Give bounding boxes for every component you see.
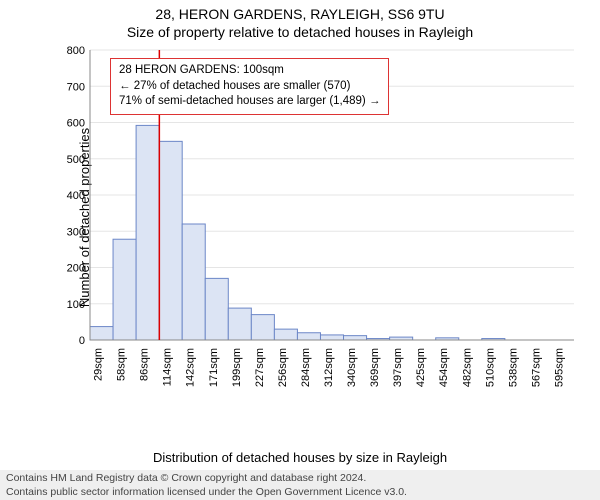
svg-text:595sqm: 595sqm xyxy=(553,348,565,387)
svg-text:0: 0 xyxy=(79,335,85,347)
svg-text:100: 100 xyxy=(67,299,85,311)
svg-text:300: 300 xyxy=(67,226,85,238)
svg-text:200: 200 xyxy=(67,263,85,275)
infobox-line-size: 28 HERON GARDENS: 100sqm xyxy=(119,63,380,79)
svg-text:312sqm: 312sqm xyxy=(323,348,335,387)
svg-text:482sqm: 482sqm xyxy=(461,348,473,387)
infobox-line-smaller: ← 27% of detached houses are smaller (57… xyxy=(119,79,380,95)
x-axis-label: Distribution of detached houses by size … xyxy=(0,450,600,465)
svg-text:397sqm: 397sqm xyxy=(392,348,404,387)
chart-subtitle: Size of property relative to detached ho… xyxy=(0,24,600,40)
svg-text:227sqm: 227sqm xyxy=(254,348,266,387)
svg-text:86sqm: 86sqm xyxy=(139,348,151,381)
svg-text:538sqm: 538sqm xyxy=(507,348,519,387)
svg-text:58sqm: 58sqm xyxy=(116,348,128,381)
marker-infobox: 28 HERON GARDENS: 100sqm ← 27% of detach… xyxy=(110,58,389,115)
footer-line2: Contains public sector information licen… xyxy=(6,486,594,500)
svg-text:510sqm: 510sqm xyxy=(484,348,496,387)
svg-text:425sqm: 425sqm xyxy=(415,348,427,387)
svg-text:114sqm: 114sqm xyxy=(162,348,174,386)
infobox-line-larger: 71% of semi-detached houses are larger (… xyxy=(119,94,380,110)
svg-text:284sqm: 284sqm xyxy=(300,348,312,387)
svg-text:369sqm: 369sqm xyxy=(369,348,381,387)
attribution-footer: Contains HM Land Registry data © Crown c… xyxy=(0,470,600,500)
svg-text:800: 800 xyxy=(67,45,85,57)
svg-text:500: 500 xyxy=(67,154,85,166)
svg-text:567sqm: 567sqm xyxy=(530,348,542,387)
svg-text:600: 600 xyxy=(67,118,85,130)
svg-text:454sqm: 454sqm xyxy=(438,348,450,387)
svg-text:400: 400 xyxy=(67,190,85,202)
chart-title-address: 28, HERON GARDENS, RAYLEIGH, SS6 9TU xyxy=(0,6,600,22)
footer-line1: Contains HM Land Registry data © Crown c… xyxy=(6,472,594,486)
svg-text:256sqm: 256sqm xyxy=(277,348,289,387)
svg-text:340sqm: 340sqm xyxy=(346,348,358,387)
chart-container: 28, HERON GARDENS, RAYLEIGH, SS6 9TU Siz… xyxy=(0,0,600,500)
svg-text:700: 700 xyxy=(67,81,85,93)
svg-text:142sqm: 142sqm xyxy=(185,348,197,387)
svg-text:199sqm: 199sqm xyxy=(231,348,243,387)
svg-text:171sqm: 171sqm xyxy=(208,348,220,387)
svg-text:29sqm: 29sqm xyxy=(93,348,105,381)
